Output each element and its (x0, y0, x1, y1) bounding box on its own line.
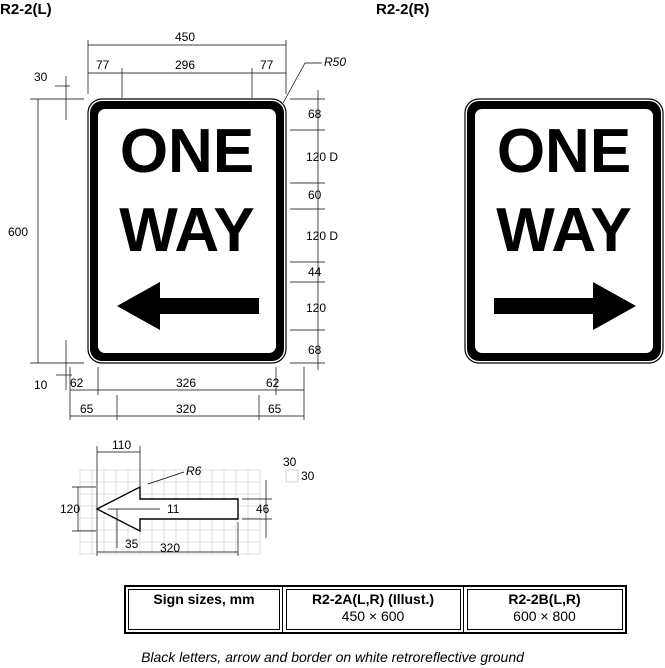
detail-tip-radius: R6 (186, 464, 202, 478)
dim-top-right: 77 (260, 58, 274, 72)
detail-grid-width: 30 (283, 455, 297, 469)
sign-right-word-one: ONE (496, 117, 632, 186)
sign-code-right: R2-2(R) (376, 1, 430, 18)
dim-vertical-6: 120 (306, 301, 327, 315)
detail-shaft-height: 46 (256, 502, 270, 516)
dim-border-offset: 30 (34, 70, 48, 84)
sign-left-word-one: ONE (119, 117, 255, 186)
sizes-col1-name: R2-2A(L,R) (Illust.) (311, 591, 435, 607)
dim-overall-height: 600 (8, 225, 29, 239)
arrow-outline-detail (95, 485, 239, 533)
dim-vertical-1: 68 (308, 107, 322, 121)
arrow-left-icon (117, 282, 259, 330)
sizes-col2-name: R2-2B(L,R) (508, 591, 581, 607)
dim-vertical-4: 120 D (306, 229, 339, 243)
detail-head-width: 110 (112, 438, 132, 452)
dim-top-middle: 296 (175, 58, 196, 72)
sign-left-word-way: WAY (119, 196, 255, 265)
arrow-detail-dimensions (72, 446, 272, 556)
dim-vertical-5: 44 (308, 265, 322, 279)
sign-right (464, 98, 664, 364)
detail-length: 320 (160, 541, 181, 555)
dim-overall-width: 450 (175, 30, 196, 44)
dim-vertical-3: 60 (308, 188, 322, 202)
dim-top-left: 77 (96, 58, 110, 72)
dim-outer-left: 65 (80, 402, 94, 416)
dimension-lines (30, 40, 325, 420)
dim-outer-middle: 320 (176, 402, 197, 416)
sizes-header: Sign sizes, mm (153, 591, 255, 607)
sign-left (87, 98, 287, 364)
sizes-col2: R2-2B(L,R) 600 × 800 (463, 585, 627, 634)
dim-bottom-offset: 10 (34, 378, 48, 392)
dim-inner-middle: 326 (176, 376, 197, 390)
sizes-col2-size: 600 × 800 (513, 608, 576, 624)
grid-unit-sample (285, 469, 299, 483)
sign-right-word-way: WAY (496, 196, 632, 265)
dim-inner-left: 62 (70, 376, 84, 390)
sizes-col1-size: 450 × 600 (341, 608, 405, 624)
sizes-col1: R2-2A(L,R) (Illust.) 450 × 600 (282, 585, 464, 634)
sign-sizes-table: Sign sizes, mm R2-2A(L,R) (Illust.) 450 … (124, 585, 627, 634)
dim-vertical-7: 68 (308, 343, 322, 357)
sign-code-left: R2-2(L) (0, 1, 52, 18)
dim-vertical-2: 120 D (306, 150, 339, 164)
dim-inner-right: 62 (266, 376, 280, 390)
detail-tip-offset: 35 (125, 537, 139, 551)
dim-corner-radius: R50 (324, 55, 347, 69)
sizes-header-cell: Sign sizes, mm (124, 585, 283, 634)
arrow-right-icon (494, 282, 636, 330)
detail-head-height: 120 (60, 502, 81, 516)
caption: Black letters, arrow and border on white… (141, 649, 524, 665)
detail-notch: 11 (167, 502, 180, 516)
detail-grid-height: 30 (301, 469, 315, 483)
dim-outer-right: 65 (268, 402, 282, 416)
